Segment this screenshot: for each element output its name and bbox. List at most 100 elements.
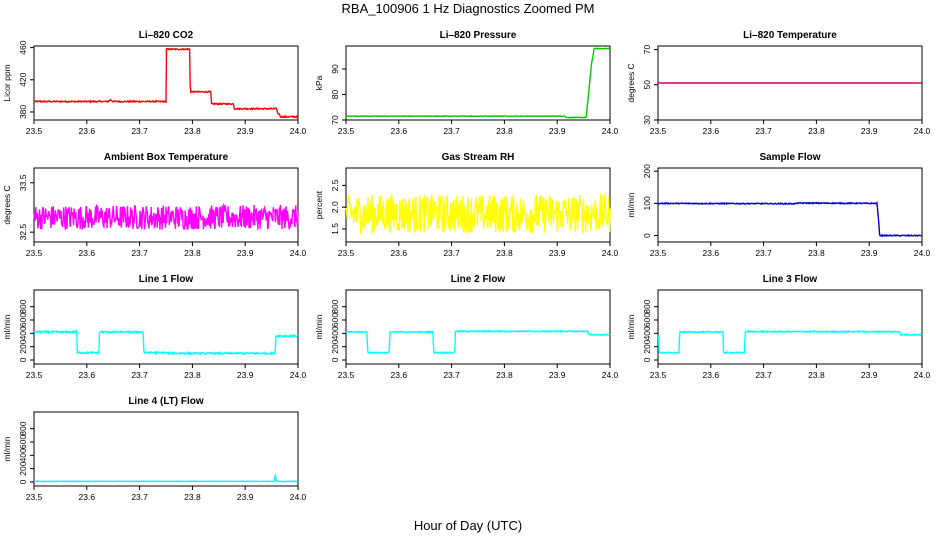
series-line: [657, 329, 923, 355]
chart-panel: Line 4 (LT) Flow ml/min 23.5 23.6 23.7 23.8 23…: [2, 396, 307, 502]
x-tick-label: 23.7: [443, 370, 460, 380]
plot-frame: [33, 411, 299, 487]
x-tick-label: 23.8: [496, 248, 513, 258]
y-tick-label: 800: [642, 299, 652, 313]
figure-title: RBA_100906 1 Hz Diagnostics Zoomed PM: [342, 1, 595, 16]
plot-frame: [345, 45, 611, 121]
y-tick-label: 200: [18, 339, 28, 353]
y-tick-label: 200: [642, 164, 652, 178]
y-tick-label: 30: [642, 115, 652, 125]
x-tick-label: 23.9: [549, 370, 566, 380]
x-tick-label: 23.8: [184, 370, 201, 380]
x-tick-label: 23.5: [338, 248, 355, 258]
x-tick-label: 23.5: [26, 248, 43, 258]
series-line: [657, 200, 922, 238]
panel-title: Ambient Box Temperature: [104, 152, 229, 163]
x-tick-label: 23.6: [79, 248, 96, 258]
plot-frame: [33, 167, 299, 243]
x-tick-label: 24.0: [602, 370, 619, 380]
x-tick-label: 23.9: [861, 370, 878, 380]
y-tick-label: 380: [18, 105, 28, 119]
y-tick-label: 800: [18, 421, 28, 435]
x-tick-label: 23.7: [755, 126, 772, 136]
x-tick-label: 23.9: [237, 370, 254, 380]
panel-title: Line 2 Flow: [451, 274, 506, 285]
x-tick-label: 23.5: [26, 370, 43, 380]
x-tick-label: 23.8: [808, 248, 825, 258]
panel-title: Line 3 Flow: [763, 274, 818, 285]
x-tick-label: 24.0: [290, 370, 307, 380]
y-tick-label: 400: [642, 326, 652, 340]
x-tick-label: 24.0: [914, 370, 931, 380]
chart-panel: Line 3 Flow ml/min 23.5 23.6 23.7 23.8 23.9 24.…: [626, 274, 931, 380]
x-tick-label: 23.6: [703, 126, 720, 136]
x-tick-label: 23.5: [650, 126, 667, 136]
y-tick-label: 2.0: [330, 201, 340, 213]
chart-panel: Sample Flow ml/min 23.5 23.6 23.7 23.8 23.9 24.…: [626, 152, 931, 258]
x-tick-label: 23.9: [549, 126, 566, 136]
y-tick-label: 0: [642, 233, 652, 238]
y-axis-label: ml/min: [2, 436, 12, 461]
panel-title: Li–820 CO2: [139, 30, 194, 41]
x-tick-label: 24.0: [290, 492, 307, 502]
y-tick-label: 600: [18, 435, 28, 449]
y-tick-label: 90: [330, 64, 340, 74]
x-tick-label: 23.5: [338, 126, 355, 136]
y-tick-label: 70: [642, 45, 652, 55]
x-tick-label: 24.0: [290, 126, 307, 136]
y-tick-label: 32.5: [18, 224, 28, 241]
series-line: [345, 47, 611, 119]
y-tick-label: 80: [330, 89, 340, 99]
y-axis-label: degrees C: [626, 63, 636, 102]
y-tick-label: 50: [642, 80, 652, 90]
y-tick-label: 460: [18, 40, 28, 54]
x-tick-label: 23.7: [131, 126, 148, 136]
figure-x-axis-label: Hour of Day (UTC): [414, 518, 522, 533]
x-tick-label: 23.6: [79, 126, 96, 136]
panel-title: Line 1 Flow: [139, 274, 194, 285]
y-tick-label: 600: [18, 313, 28, 327]
x-tick-label: 23.6: [391, 370, 408, 380]
plot-frame: [657, 167, 923, 243]
x-tick-label: 23.8: [184, 126, 201, 136]
panel-grid: Li–820 CO2 Licor ppm 23.5 23.6 23.7 23.8 23.9 2…: [2, 30, 931, 502]
chart-panel: Gas Stream RH percent 23.5 23.6 23.7 23.8 23.9…: [314, 152, 619, 258]
y-tick-label: 200: [330, 339, 340, 353]
x-tick-label: 23.6: [79, 370, 96, 380]
x-tick-label: 23.6: [391, 248, 408, 258]
y-axis-label: ml/min: [626, 192, 636, 217]
x-tick-label: 23.8: [496, 370, 513, 380]
x-tick-label: 23.5: [26, 492, 43, 502]
x-tick-label: 23.5: [338, 370, 355, 380]
series-line: [33, 328, 299, 357]
y-tick-label: 400: [330, 326, 340, 340]
y-tick-label: 0: [18, 357, 28, 362]
chart-panel: Li–820 CO2 Licor ppm 23.5 23.6 23.7 23.8 23.9 2…: [2, 30, 307, 136]
y-tick-label: 400: [18, 326, 28, 340]
plot-frame: [657, 289, 923, 365]
x-tick-label: 23.7: [443, 126, 460, 136]
x-tick-label: 23.7: [131, 248, 148, 258]
x-tick-label: 23.9: [237, 248, 254, 258]
series-line: [33, 47, 299, 119]
y-tick-label: 400: [18, 448, 28, 462]
chart-panel: Line 2 Flow ml/min 23.5 23.6 23.7 23.8 23.9 24.…: [314, 274, 619, 380]
y-tick-label: 0: [18, 479, 28, 484]
x-tick-label: 24.0: [602, 126, 619, 136]
plot-frame: [345, 289, 611, 365]
x-tick-label: 23.8: [184, 492, 201, 502]
x-tick-label: 23.8: [184, 248, 201, 258]
y-tick-label: 33.5: [18, 174, 28, 191]
y-axis-label: degrees C: [2, 185, 12, 224]
y-axis-label: ml/min: [2, 314, 12, 339]
y-tick-label: 100: [642, 196, 652, 210]
y-tick-label: 1.5: [330, 223, 340, 235]
y-tick-label: 200: [18, 461, 28, 475]
x-tick-label: 23.8: [496, 126, 513, 136]
y-tick-label: 800: [18, 299, 28, 313]
chart-panel: Li–820 Pressure kPa 23.5 23.6 23.7 23.8 23.9 24…: [314, 30, 619, 136]
y-tick-label: 0: [330, 357, 340, 362]
y-tick-label: 0: [642, 357, 652, 362]
y-tick-label: 600: [642, 313, 652, 327]
